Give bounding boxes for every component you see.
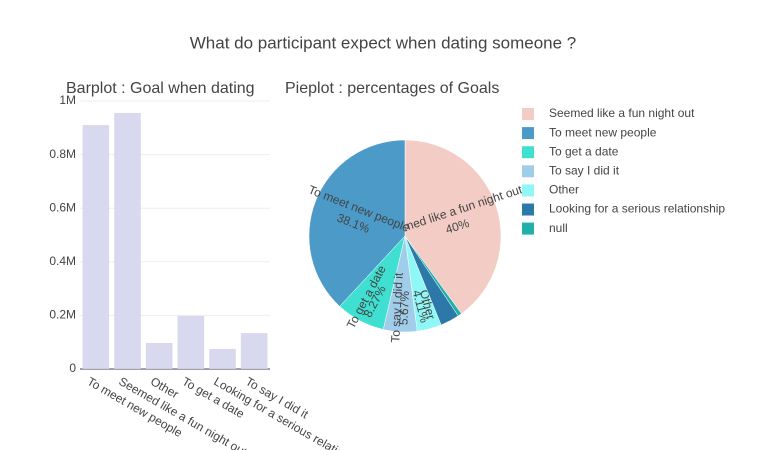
y-tick-label: 1M bbox=[59, 93, 76, 107]
legend-swatch bbox=[522, 203, 534, 216]
slice-label: To say I did it5.67% bbox=[388, 272, 412, 343]
slice-percent: 5.67% bbox=[396, 290, 412, 325]
bar-title: Barplot : Goal when dating bbox=[66, 80, 255, 97]
y-tick-label: 0 bbox=[69, 361, 76, 375]
legend-swatch bbox=[522, 108, 534, 120]
legend-label: To say I did it bbox=[549, 163, 620, 177]
pie-title: Pieplot : percentages of Goals bbox=[285, 80, 499, 97]
bar bbox=[240, 333, 268, 369]
y-tick-label: 0.6M bbox=[49, 200, 76, 214]
pie-slice bbox=[404, 139, 502, 315]
legend-label: To meet new people bbox=[549, 125, 657, 139]
legend-swatch bbox=[522, 184, 534, 197]
bar bbox=[145, 343, 173, 369]
y-tick-label: 0.8M bbox=[49, 147, 76, 161]
pie-slice bbox=[308, 139, 406, 307]
pie-slice bbox=[404, 235, 462, 317]
bar bbox=[114, 113, 141, 369]
figure-title: What do participant expect when dating s… bbox=[190, 33, 577, 52]
y-tick-label: 0.2M bbox=[49, 308, 76, 322]
legend-label: Looking for a serious relationship bbox=[549, 202, 725, 216]
legend-label: Seemed like a fun night out bbox=[549, 106, 695, 120]
legend-label: Other bbox=[549, 183, 579, 197]
legend-label: null bbox=[549, 221, 568, 235]
y-tick-label: 0.4M bbox=[49, 254, 76, 268]
legend-swatch bbox=[522, 222, 534, 235]
legend-swatch bbox=[522, 127, 534, 140]
legend-swatch bbox=[522, 165, 534, 178]
bar bbox=[82, 125, 110, 370]
bar bbox=[209, 348, 236, 369]
slice-name: To say I did it bbox=[388, 272, 406, 343]
legend-swatch bbox=[522, 146, 534, 159]
bar bbox=[177, 315, 205, 369]
legend-label: To get a date bbox=[549, 144, 619, 158]
